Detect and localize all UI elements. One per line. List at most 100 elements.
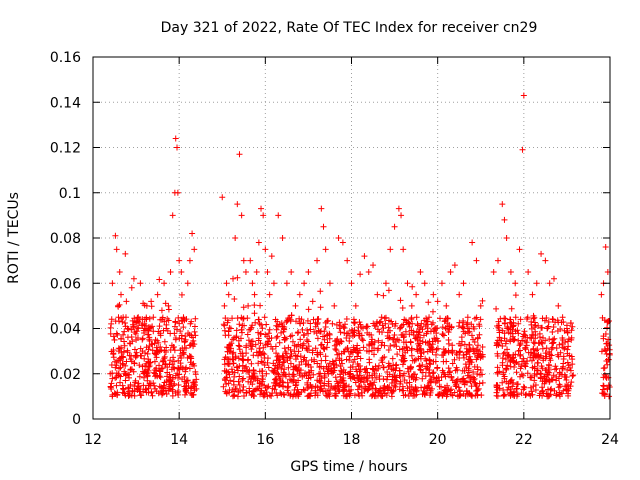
data-point xyxy=(222,332,229,339)
data-point xyxy=(397,297,404,304)
data-point xyxy=(542,257,549,264)
data-point xyxy=(600,365,607,372)
data-point xyxy=(530,332,537,339)
data-point xyxy=(343,330,350,337)
data-point xyxy=(150,380,157,387)
chart-title: Day 321 of 2022, Rate Of TEC Index for r… xyxy=(161,20,538,36)
data-point xyxy=(275,364,281,371)
data-point xyxy=(120,314,127,321)
data-point xyxy=(399,331,406,338)
data-point xyxy=(233,327,240,334)
data-point xyxy=(281,366,288,373)
data-point xyxy=(265,338,272,345)
data-point xyxy=(292,382,299,389)
data-point xyxy=(351,356,358,363)
data-point xyxy=(295,329,302,336)
data-point xyxy=(495,318,502,325)
data-point xyxy=(117,364,124,371)
data-point xyxy=(555,319,562,326)
data-point xyxy=(378,329,385,336)
data-point xyxy=(287,392,294,399)
data-point xyxy=(316,377,323,384)
data-point xyxy=(139,336,146,343)
data-point xyxy=(421,390,428,397)
data-point xyxy=(117,357,124,364)
data-point xyxy=(234,315,241,322)
data-point xyxy=(604,324,611,331)
data-point xyxy=(565,362,572,369)
data-point xyxy=(439,352,446,359)
data-point xyxy=(250,392,257,399)
data-point xyxy=(240,383,247,390)
data-point xyxy=(469,239,476,246)
data-point xyxy=(178,332,185,339)
data-point xyxy=(254,385,261,392)
data-point xyxy=(151,382,158,389)
data-point xyxy=(391,223,398,230)
data-point xyxy=(381,386,388,393)
data-point xyxy=(284,384,291,391)
data-point xyxy=(239,329,246,336)
y-axis-label: ROTI / TECUs xyxy=(6,192,22,284)
data-point xyxy=(412,356,419,363)
data-point xyxy=(240,392,247,399)
data-point xyxy=(225,317,232,324)
data-point xyxy=(364,329,371,336)
data-point xyxy=(505,329,512,336)
data-point xyxy=(555,302,562,309)
data-point xyxy=(332,374,339,381)
data-point xyxy=(157,374,164,381)
data-point xyxy=(392,367,399,374)
data-point xyxy=(155,390,162,397)
data-point xyxy=(300,320,307,327)
data-point xyxy=(501,330,508,337)
data-point xyxy=(324,317,331,324)
data-point xyxy=(255,360,262,367)
data-point xyxy=(413,328,420,335)
data-point xyxy=(333,378,340,385)
data-point xyxy=(289,332,296,339)
data-point xyxy=(230,275,237,282)
data-point xyxy=(419,375,426,382)
data-point xyxy=(227,377,234,384)
data-point xyxy=(462,361,469,368)
data-point xyxy=(303,345,310,352)
data-point xyxy=(304,379,311,386)
data-point xyxy=(445,365,452,372)
data-point xyxy=(564,346,571,353)
data-point xyxy=(479,297,486,304)
data-point xyxy=(107,370,114,377)
data-point xyxy=(538,250,545,257)
data-point xyxy=(384,383,391,390)
data-point xyxy=(161,280,168,287)
data-point xyxy=(425,299,432,306)
data-point xyxy=(131,346,138,353)
data-point xyxy=(565,392,572,399)
data-point xyxy=(399,305,406,312)
data-point xyxy=(257,340,264,347)
data-point xyxy=(152,373,159,380)
data-point xyxy=(474,387,481,394)
data-point xyxy=(115,348,122,355)
data-point xyxy=(322,246,329,253)
data-point xyxy=(324,393,331,400)
data-point xyxy=(394,351,401,358)
data-point xyxy=(534,367,541,374)
data-point xyxy=(546,348,553,355)
data-point xyxy=(356,332,363,339)
data-point xyxy=(604,361,611,368)
data-point xyxy=(522,338,529,345)
data-point xyxy=(556,341,563,348)
data-point xyxy=(531,350,538,357)
data-point xyxy=(127,366,134,373)
data-point xyxy=(172,135,179,142)
data-point xyxy=(239,356,246,363)
data-point xyxy=(499,343,506,350)
data-point xyxy=(451,356,458,363)
data-point xyxy=(464,314,471,321)
data-point xyxy=(270,368,277,375)
data-point xyxy=(118,344,125,351)
data-point xyxy=(510,323,517,330)
data-point xyxy=(305,268,312,275)
data-point xyxy=(404,319,411,326)
